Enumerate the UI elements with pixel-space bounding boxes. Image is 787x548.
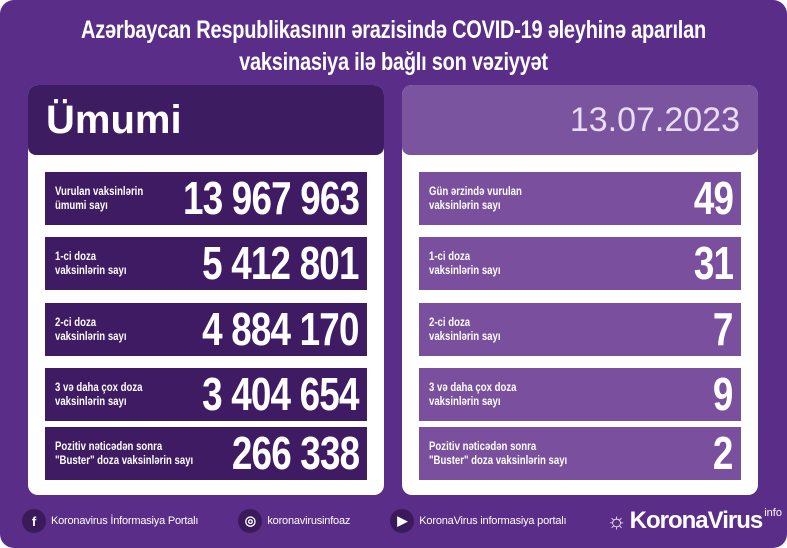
koronavirus-logo: ☼ KoronaVirus info bbox=[606, 507, 782, 534]
stat-value: 31 bbox=[693, 237, 734, 289]
stat-row: 3 və daha çox doza vaksinlərin sayı 9 bbox=[419, 368, 741, 421]
stat-row: 1-ci doza vaksinlərin sayı 5 412 801 bbox=[45, 237, 367, 290]
stat-value: 4 884 170 bbox=[202, 303, 359, 355]
instagram-link[interactable]: ◎ koronavirusinfoaz bbox=[238, 509, 350, 533]
stat-row: Vurulan vaksinlərin ümumi sayı 13 967 963 bbox=[45, 172, 367, 225]
stat-row: 1-ci doza vaksinlərin sayı 31 bbox=[419, 237, 741, 290]
stat-label: 2-ci doza vaksinlərin sayı bbox=[429, 315, 501, 343]
youtube-icon: ▶ bbox=[390, 509, 415, 533]
stat-value: 3 404 654 bbox=[202, 368, 359, 420]
stat-label: Gün ərzində vurulan vaksinlərin sayı bbox=[429, 184, 522, 212]
youtube-link[interactable]: ▶ KoronaVirus informasiya portalı bbox=[390, 509, 567, 533]
title: Azərbaycan Respublikasının ərazisində CO… bbox=[81, 16, 706, 76]
stat-row: Pozitiv nəticədən sonra "Buster" doza vak… bbox=[419, 427, 741, 480]
stat-row: Gün ərzində vurulan vaksinlərin sayı 49 bbox=[419, 172, 741, 225]
stat-value: 49 bbox=[693, 172, 734, 224]
stat-value: 5 412 801 bbox=[202, 237, 359, 289]
stat-label: Pozitiv nəticədən sonra "Buster" doza vak… bbox=[429, 439, 568, 467]
stat-label: 3 və daha çox doza vaksinlərin sayı bbox=[55, 380, 143, 408]
stat-label: Pozitiv nəticədən sonra "Buster" doza vak… bbox=[55, 439, 194, 467]
total-header: Ümumi bbox=[28, 85, 384, 155]
stat-label: 3 və daha çox doza vaksinlərin sayı bbox=[429, 380, 517, 408]
virus-icon: ☼ bbox=[606, 508, 626, 533]
facebook-icon: f bbox=[22, 509, 46, 533]
stat-value: 2 bbox=[713, 427, 733, 479]
stat-label: 1-ci doza vaksinlərin sayı bbox=[55, 249, 127, 277]
footer: f Koronavirus İnformasiya Portalı ◎ korona… bbox=[22, 505, 782, 537]
stat-value: 266 338 bbox=[231, 427, 360, 479]
daily-panel: 13.07.2023 Gün ərzində vurulan vaksinləri… bbox=[402, 85, 758, 495]
stat-label: Vurulan vaksinlərin ümumi sayı bbox=[55, 184, 144, 212]
stat-row: Pozitiv nəticədən sonra "Buster" doza vak… bbox=[45, 427, 367, 480]
stat-row: 3 və daha çox doza vaksinlərin sayı 3 404 … bbox=[45, 368, 367, 421]
instagram-icon: ◎ bbox=[238, 509, 263, 533]
date-header: 13.07.2023 bbox=[402, 85, 758, 155]
stat-label: 1-ci doza vaksinlərin sayı bbox=[429, 249, 501, 277]
stat-label: 2-ci doza vaksinlərin sayı bbox=[55, 315, 127, 343]
stat-row: 2-ci doza vaksinlərin sayı 7 bbox=[419, 303, 741, 356]
stat-value: 13 967 963 bbox=[182, 172, 360, 224]
stat-value: 9 bbox=[713, 368, 733, 420]
facebook-link[interactable]: f Koronavirus İnformasiya Portalı bbox=[22, 509, 198, 533]
stat-value: 7 bbox=[713, 303, 733, 355]
total-panel: Ümumi Vurulan vaksinlərin ümumi sayı 13 96… bbox=[28, 85, 384, 495]
stat-row: 2-ci doza vaksinlərin sayı 4 884 170 bbox=[45, 303, 367, 356]
